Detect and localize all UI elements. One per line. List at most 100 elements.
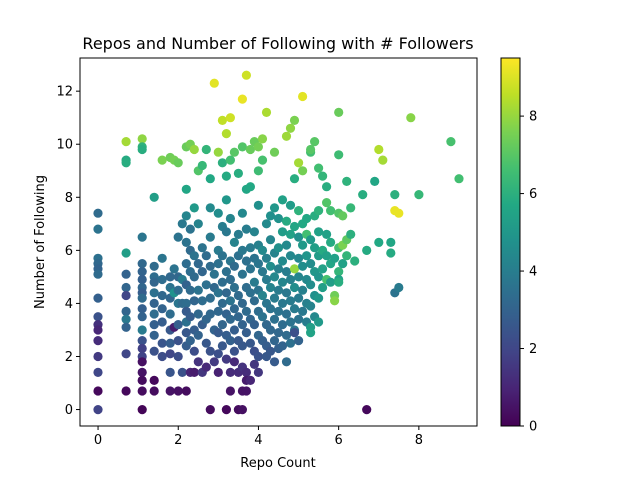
y-tick-label: 8	[65, 191, 73, 206]
data-point	[277, 227, 288, 237]
data-point	[201, 144, 211, 155]
data-point	[257, 267, 268, 277]
data-point	[229, 147, 239, 157]
data-point	[93, 386, 103, 396]
data-point	[298, 285, 308, 295]
data-point	[157, 155, 167, 165]
data-point	[269, 336, 280, 346]
data-point	[137, 267, 147, 277]
data-point	[261, 107, 272, 117]
data-point	[149, 298, 159, 308]
data-point	[277, 277, 288, 287]
data-point	[225, 274, 235, 285]
data-point	[165, 309, 175, 319]
data-point	[310, 243, 320, 253]
data-point	[205, 232, 215, 242]
data-point	[265, 325, 276, 335]
data-point	[302, 251, 312, 261]
data-point	[237, 142, 247, 152]
data-point	[137, 144, 147, 155]
data-point	[374, 144, 384, 155]
data-point	[157, 290, 167, 301]
data-point	[273, 285, 284, 295]
x-tick-label: 2	[174, 433, 182, 448]
data-point	[165, 272, 175, 282]
data-point	[273, 264, 284, 274]
data-point	[165, 386, 175, 396]
data-point	[253, 351, 263, 362]
data-point	[334, 277, 344, 287]
data-point	[314, 272, 324, 282]
y-tick-label: 4	[65, 297, 73, 312]
data-point	[169, 264, 179, 274]
data-point	[314, 293, 324, 303]
data-point	[217, 320, 227, 330]
data-point	[193, 259, 203, 269]
data-point	[334, 107, 344, 117]
data-point	[237, 298, 247, 308]
data-point	[265, 261, 276, 271]
data-point	[269, 314, 280, 324]
data-point	[213, 367, 223, 377]
y-tick-label: 10	[56, 138, 73, 153]
data-point	[281, 288, 292, 298]
data-point	[277, 320, 288, 330]
data-point	[157, 253, 167, 263]
x-tick-label: 4	[254, 433, 262, 448]
data-point	[241, 306, 251, 316]
x-tick-label: 6	[335, 433, 343, 448]
data-point	[285, 296, 296, 306]
data-point	[93, 336, 103, 346]
data-point	[289, 304, 300, 314]
data-point	[137, 343, 147, 354]
plot-frame	[79, 57, 478, 427]
data-point	[241, 367, 251, 377]
data-point	[193, 285, 203, 295]
data-point	[346, 229, 356, 239]
data-point	[277, 298, 288, 308]
data-point	[265, 282, 276, 293]
data-point	[201, 251, 211, 261]
data-point	[137, 336, 147, 346]
data-point	[330, 253, 340, 263]
data-point	[294, 158, 304, 168]
data-point	[253, 259, 263, 269]
colorbar-axis: 0 2 4 6 8	[520, 110, 537, 435]
data-point	[237, 245, 247, 255]
data-point	[137, 357, 147, 367]
data-point	[281, 309, 292, 319]
data-point	[362, 245, 372, 255]
data-point	[285, 229, 296, 239]
data-point	[121, 349, 131, 359]
data-point	[93, 224, 103, 234]
data-point	[217, 115, 227, 125]
data-point	[306, 301, 316, 311]
data-point	[269, 147, 280, 157]
data-point	[289, 264, 300, 274]
data-point	[205, 346, 215, 356]
data-point	[322, 198, 332, 208]
data-point	[93, 312, 103, 322]
data-point	[294, 206, 304, 216]
data-point	[189, 346, 199, 356]
x-tick-label: 0	[94, 433, 102, 448]
data-point	[229, 346, 239, 356]
data-point	[289, 221, 300, 232]
y-tick-label: 12	[56, 85, 73, 100]
data-point	[181, 184, 191, 194]
data-point	[265, 211, 276, 221]
data-point	[310, 137, 320, 147]
data-point	[334, 150, 344, 160]
x-axis-label: Repo Count	[240, 456, 315, 471]
data-point	[193, 219, 203, 229]
data-point	[137, 405, 147, 415]
data-point	[298, 91, 308, 102]
data-point	[253, 166, 263, 176]
chart-title: Repos and Number of Following with # Fol…	[82, 34, 473, 53]
data-point	[217, 341, 227, 351]
data-point	[121, 248, 131, 258]
data-point	[225, 296, 235, 306]
points-group	[93, 70, 464, 415]
data-point	[261, 274, 272, 285]
data-point	[189, 296, 199, 306]
